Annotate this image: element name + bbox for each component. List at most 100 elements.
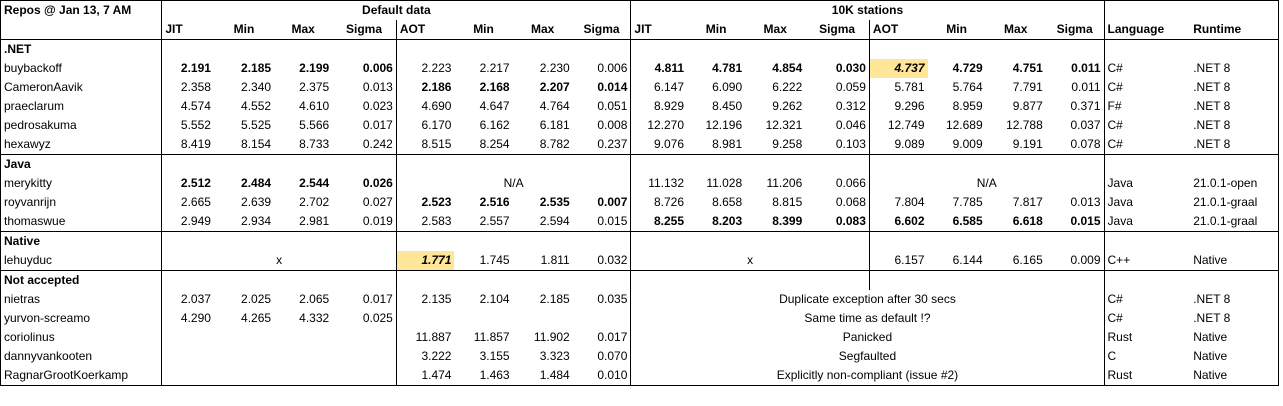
column-header-row: JIT Min Max Sigma AOT Min Max Sigma JIT Min Max Sig… (0, 20, 1280, 40)
metric-cell: 11.028 (706, 176, 743, 190)
section-title: .NET (0, 39, 162, 59)
empty-cell (213, 39, 275, 59)
table-row: coriolinus 11.887 11.857 11.902 0.017 Panicke… (0, 328, 1280, 347)
empty-cell (1190, 231, 1280, 251)
metric-cell: 0.017 (362, 118, 393, 132)
runtime-cell: 21.0.1-graal (1190, 212, 1280, 232)
metric-cell: 2.065 (299, 292, 330, 306)
note-cell: Explicitly non-compliant (issue #2) (630, 366, 1105, 386)
empty-cell (213, 231, 275, 251)
empty-cell (161, 39, 214, 59)
runtime-cell: .NET 8 (1190, 97, 1280, 116)
metric-cell: 8.399 (745, 212, 806, 232)
repo-name: thomaswue (0, 212, 162, 232)
metric-cell: 2.230 (539, 61, 570, 75)
metric-cell: 4.764 (539, 99, 570, 113)
column-header-language: Language (1103, 20, 1191, 40)
empty-cell (927, 231, 986, 251)
empty-cell (454, 39, 513, 59)
empty-cell (985, 270, 1046, 290)
empty-cell (572, 231, 631, 251)
metric-cell: 9.076 (630, 135, 688, 155)
table-row: lehuyduc x 1.771 1.745 1.811 0.032 x 6.157 6.144… (0, 251, 1280, 271)
empty-cell (985, 231, 1046, 251)
empty-cell (1190, 39, 1280, 59)
metric-cell: 5.764 (952, 80, 983, 94)
empty-cell (985, 39, 1046, 59)
metric-cell: 6.165 (985, 251, 1046, 271)
empty-cell (927, 39, 986, 59)
metric-cell: 2.217 (479, 61, 510, 75)
empty-cell (572, 154, 631, 174)
metric-cell: 8.815 (772, 195, 803, 209)
language-cell: C# (1103, 135, 1191, 155)
metric-cell: 1.745 (454, 251, 513, 271)
metric-cell: 4.781 (712, 61, 743, 75)
repo-name: lehuyduc (0, 251, 162, 271)
column-header: AOT (395, 20, 455, 40)
metric-cell (213, 366, 275, 386)
table-row: thomaswue 2.949 2.934 2.981 0.019 2.583 2.557 2… (0, 212, 1280, 232)
metric-cell: 6.222 (772, 80, 803, 94)
empty-cell (1045, 231, 1105, 251)
metric-cell: 3.323 (539, 349, 570, 363)
language-cell: C# (1103, 116, 1191, 135)
empty-cell (572, 39, 631, 59)
header-spacer (0, 20, 162, 40)
metric-cell: 9.262 (772, 99, 803, 113)
metric-cell: 0.007 (597, 195, 628, 209)
empty-cell (1103, 270, 1191, 290)
metric-cell: 0.015 (1045, 212, 1105, 232)
metric-cell: 6.144 (927, 251, 986, 271)
column-header: Max (745, 20, 806, 40)
metric-cell: 0.010 (572, 366, 631, 386)
metric-cell: 0.019 (332, 212, 397, 232)
metric-cell: 4.751 (1012, 61, 1043, 75)
empty-cell (687, 154, 746, 174)
metric-cell: 3.155 (479, 349, 510, 363)
metric-cell: 4.552 (241, 99, 272, 113)
metric-cell: 8.515 (395, 135, 455, 155)
empty-cell (868, 231, 928, 251)
runtime-cell: Native (1190, 366, 1280, 386)
metric-cell (161, 347, 214, 366)
metric-cell (332, 347, 396, 366)
metric-cell: 5.566 (299, 118, 330, 132)
metric-cell: 11.857 (473, 330, 510, 344)
empty-cell (1190, 154, 1280, 174)
empty-cell (274, 39, 333, 59)
empty-cell (213, 154, 275, 174)
empty-cell (630, 39, 688, 59)
empty-cell (868, 154, 928, 174)
metric-cell: 2.594 (512, 212, 573, 232)
repo-name: yurvon-screamo (0, 309, 162, 328)
metric-cell: 0.242 (332, 135, 397, 155)
metric-cell: 7.785 (952, 195, 983, 209)
metric-cell: 8.733 (274, 135, 333, 155)
metric-cell: 0.068 (835, 195, 866, 209)
language-cell: C (1103, 347, 1191, 366)
empty-cell (630, 154, 688, 174)
empty-cell (454, 270, 513, 290)
empty-cell (745, 39, 806, 59)
metric-cell: 7.804 (868, 193, 928, 212)
column-header: Sigma (805, 20, 870, 40)
metric-cell: 2.557 (454, 212, 513, 232)
metric-cell: 0.013 (362, 80, 393, 94)
repo-name: praeclarum (0, 97, 162, 116)
metric-cell: 6.147 (630, 78, 688, 97)
metric-cell: 4.811 (630, 59, 688, 78)
metric-cell: 2.949 (161, 212, 214, 232)
metric-cell: 12.321 (765, 118, 803, 132)
section-header-row: .NET (0, 39, 1280, 59)
metric-cell: 2.484 (241, 176, 272, 190)
metric-cell (274, 347, 332, 366)
metric-cell (454, 309, 512, 328)
metric-cell: 4.647 (479, 99, 510, 113)
group-header-row: Repos @ Jan 13, 7 AM Default data 10K st… (0, 0, 1280, 20)
empty-cell (868, 270, 928, 290)
metric-cell (161, 366, 214, 386)
empty-cell (395, 154, 455, 174)
metric-cell: 5.552 (161, 116, 214, 135)
column-header: Max (274, 20, 333, 40)
